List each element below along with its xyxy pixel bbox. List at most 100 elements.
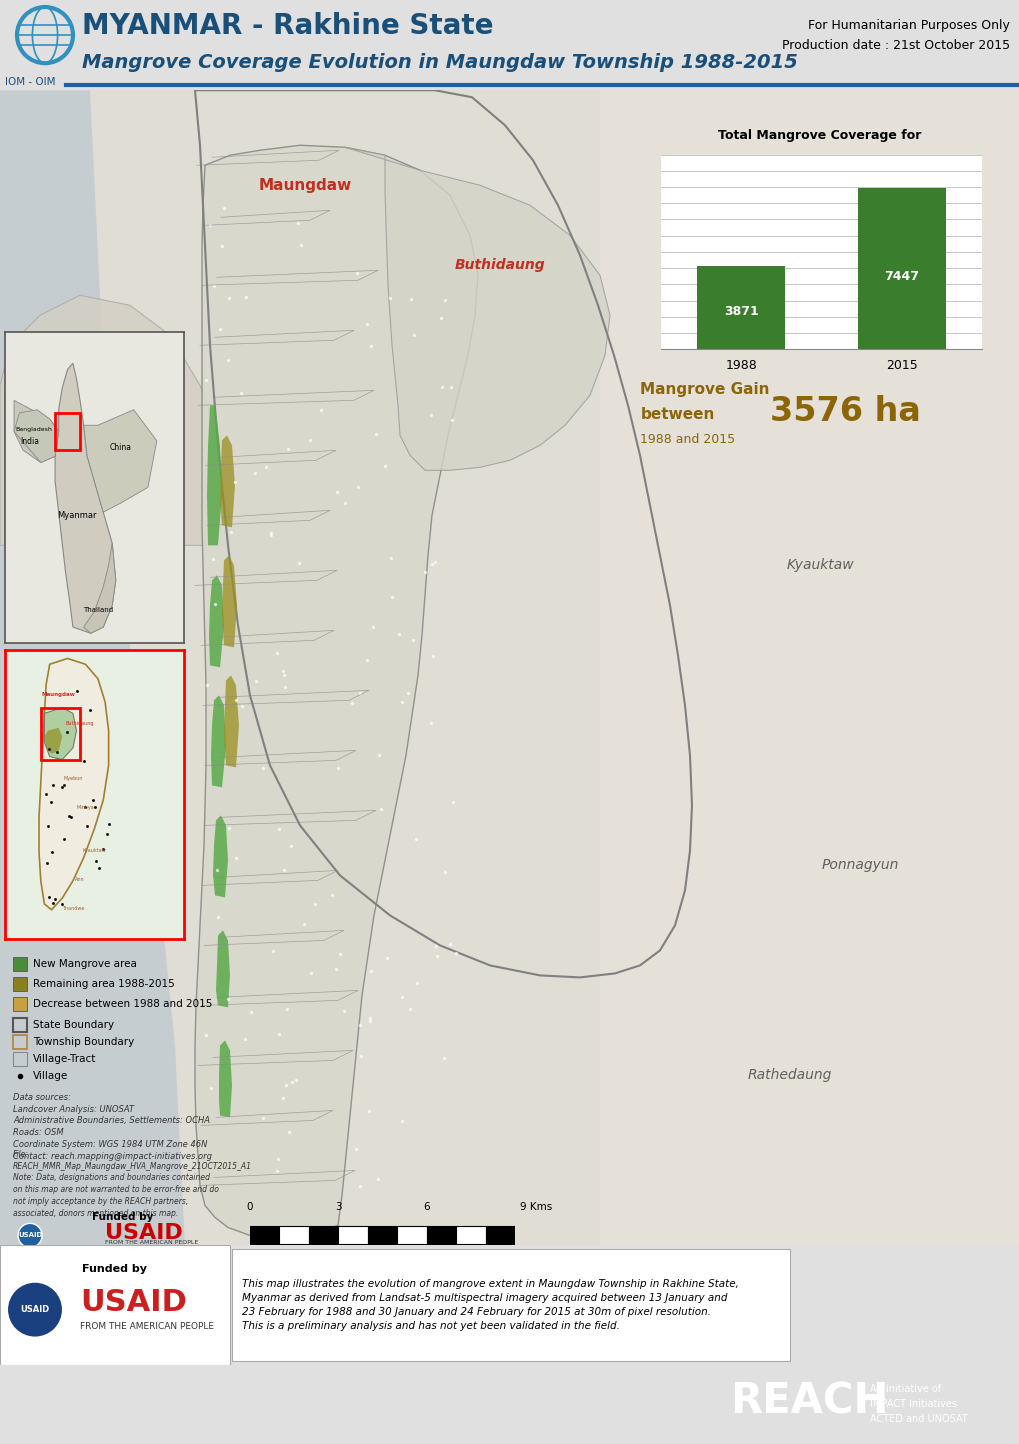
Polygon shape — [14, 410, 59, 462]
Text: Mangrove Coverage Evolution in Maungdaw Township 1988-2015: Mangrove Coverage Evolution in Maungdaw … — [82, 52, 797, 72]
Text: New Mangrove area: New Mangrove area — [33, 959, 137, 969]
Polygon shape — [45, 708, 76, 760]
Bar — [485, 1226, 515, 1243]
Bar — [13, 1051, 28, 1066]
Bar — [13, 957, 28, 972]
Text: USAID: USAID — [79, 1288, 186, 1317]
Bar — [0, 1245, 229, 1365]
Bar — [13, 998, 28, 1011]
Bar — [55, 413, 81, 451]
Text: Data sources:
Landcover Analysis: UNOSAT
Administrative Boundaries, Settlements:: Data sources: Landcover Analysis: UNOSAT… — [13, 1093, 212, 1161]
Polygon shape — [222, 556, 236, 647]
Polygon shape — [14, 400, 59, 462]
Polygon shape — [216, 930, 229, 1008]
Text: File:
REACH_MMR_Map_Maungdaw_HVA_Mangrove_21OCT2015_A1: File: REACH_MMR_Map_Maungdaw_HVA_Mangrov… — [13, 1149, 252, 1171]
Text: IOM - OIM: IOM - OIM — [5, 77, 55, 87]
Text: Bangladesh: Bangladesh — [69, 427, 170, 443]
Text: FROM THE AMERICAN PEOPLE: FROM THE AMERICAN PEOPLE — [105, 1240, 198, 1245]
Text: REACH: REACH — [730, 1380, 888, 1422]
Text: Decrease between 1988 and 2015: Decrease between 1988 and 2015 — [33, 999, 212, 1009]
Bar — [13, 1034, 28, 1048]
Text: Ann: Ann — [75, 877, 85, 882]
Text: 7447: 7447 — [883, 270, 918, 283]
Bar — [599, 90, 1019, 1245]
Bar — [426, 1226, 455, 1243]
Polygon shape — [213, 816, 228, 897]
Text: China: China — [110, 443, 132, 452]
Text: Thandwe: Thandwe — [62, 905, 84, 911]
Text: Funded by: Funded by — [83, 1264, 148, 1274]
Text: India: India — [20, 438, 40, 446]
Polygon shape — [84, 410, 157, 513]
Text: Maungdaw: Maungdaw — [42, 692, 75, 697]
Text: Village: Village — [33, 1071, 68, 1080]
Bar — [455, 1226, 485, 1243]
Circle shape — [18, 1223, 42, 1248]
Text: 1988 and 2015: 1988 and 2015 — [640, 433, 735, 446]
Bar — [41, 708, 81, 760]
Text: Township Boundary: Township Boundary — [33, 1037, 135, 1047]
Text: 0: 0 — [247, 1203, 253, 1213]
Text: Rathedaung: Rathedaung — [747, 1069, 832, 1083]
Text: Maungdaw: Maungdaw — [258, 178, 352, 192]
Polygon shape — [209, 575, 224, 667]
Text: This map illustrates the evolution of mangrove extent in Maungdaw Township in Ra: This map illustrates the evolution of ma… — [242, 1278, 738, 1331]
Text: Funded by: Funded by — [92, 1213, 154, 1222]
Bar — [279, 1226, 309, 1243]
Text: Mangrove Gain: Mangrove Gain — [640, 381, 769, 397]
Bar — [396, 1226, 426, 1243]
Text: 3: 3 — [334, 1203, 341, 1213]
Bar — [696, 266, 785, 349]
Text: Bangladesh: Bangladesh — [15, 427, 52, 432]
Polygon shape — [45, 728, 62, 754]
Text: For Humanitarian Purposes Only: For Humanitarian Purposes Only — [807, 19, 1009, 32]
Text: the Township in 1988 and 2015 (ha): the Township in 1988 and 2015 (ha) — [693, 162, 946, 175]
Text: Buthidaung: Buthidaung — [454, 258, 545, 273]
Polygon shape — [84, 543, 116, 634]
Text: USAID: USAID — [20, 1305, 50, 1314]
Text: Thailand: Thailand — [83, 606, 113, 612]
Text: Myebon: Myebon — [63, 775, 83, 781]
Text: Total Mangrove Coverage for: Total Mangrove Coverage for — [717, 129, 921, 142]
Polygon shape — [0, 90, 184, 1245]
Polygon shape — [207, 406, 222, 546]
Text: 3871: 3871 — [723, 305, 758, 318]
Bar — [231, 1249, 790, 1360]
Text: between: between — [640, 407, 714, 422]
Bar — [13, 978, 28, 992]
Text: ACTED and UNOSAT: ACTED and UNOSAT — [869, 1414, 967, 1424]
Text: Ponnagyun: Ponnagyun — [820, 858, 898, 872]
Polygon shape — [219, 1041, 231, 1118]
Text: IMPACT Initiatives: IMPACT Initiatives — [869, 1399, 956, 1409]
Bar — [250, 1226, 279, 1243]
Text: Village-Tract: Village-Tract — [33, 1054, 97, 1064]
Text: An initiative of: An initiative of — [869, 1383, 941, 1393]
Polygon shape — [39, 658, 108, 910]
Bar — [13, 1018, 28, 1031]
Text: Kyauktaw: Kyauktaw — [83, 848, 106, 853]
Text: Minbya: Minbya — [76, 804, 94, 810]
Text: USAID: USAID — [18, 1232, 42, 1239]
Polygon shape — [224, 676, 238, 767]
Polygon shape — [211, 696, 226, 787]
Text: Myanmar: Myanmar — [57, 511, 96, 520]
Polygon shape — [344, 147, 609, 471]
Circle shape — [7, 1282, 63, 1337]
Text: 6: 6 — [423, 1203, 430, 1213]
Polygon shape — [55, 362, 116, 634]
Bar — [857, 188, 946, 349]
Bar — [338, 1226, 368, 1243]
Text: FROM THE AMERICAN PEOPLE: FROM THE AMERICAN PEOPLE — [79, 1323, 214, 1331]
Text: Buthidaung: Buthidaung — [66, 721, 94, 726]
Polygon shape — [220, 435, 234, 527]
Text: Production date : 21st October 2015: Production date : 21st October 2015 — [782, 39, 1009, 52]
Bar — [368, 1226, 396, 1243]
Polygon shape — [0, 295, 229, 546]
Text: Remaining area 1988-2015: Remaining area 1988-2015 — [33, 979, 174, 989]
Polygon shape — [195, 146, 478, 1238]
Text: 9 Kms: 9 Kms — [520, 1203, 552, 1213]
Text: State Boundary: State Boundary — [33, 1019, 114, 1030]
Text: Note: Data, designations and boundaries contained
on this map are not warranted : Note: Data, designations and boundaries … — [13, 1173, 219, 1217]
Bar — [309, 1226, 338, 1243]
Text: Kyauktaw: Kyauktaw — [786, 559, 853, 572]
